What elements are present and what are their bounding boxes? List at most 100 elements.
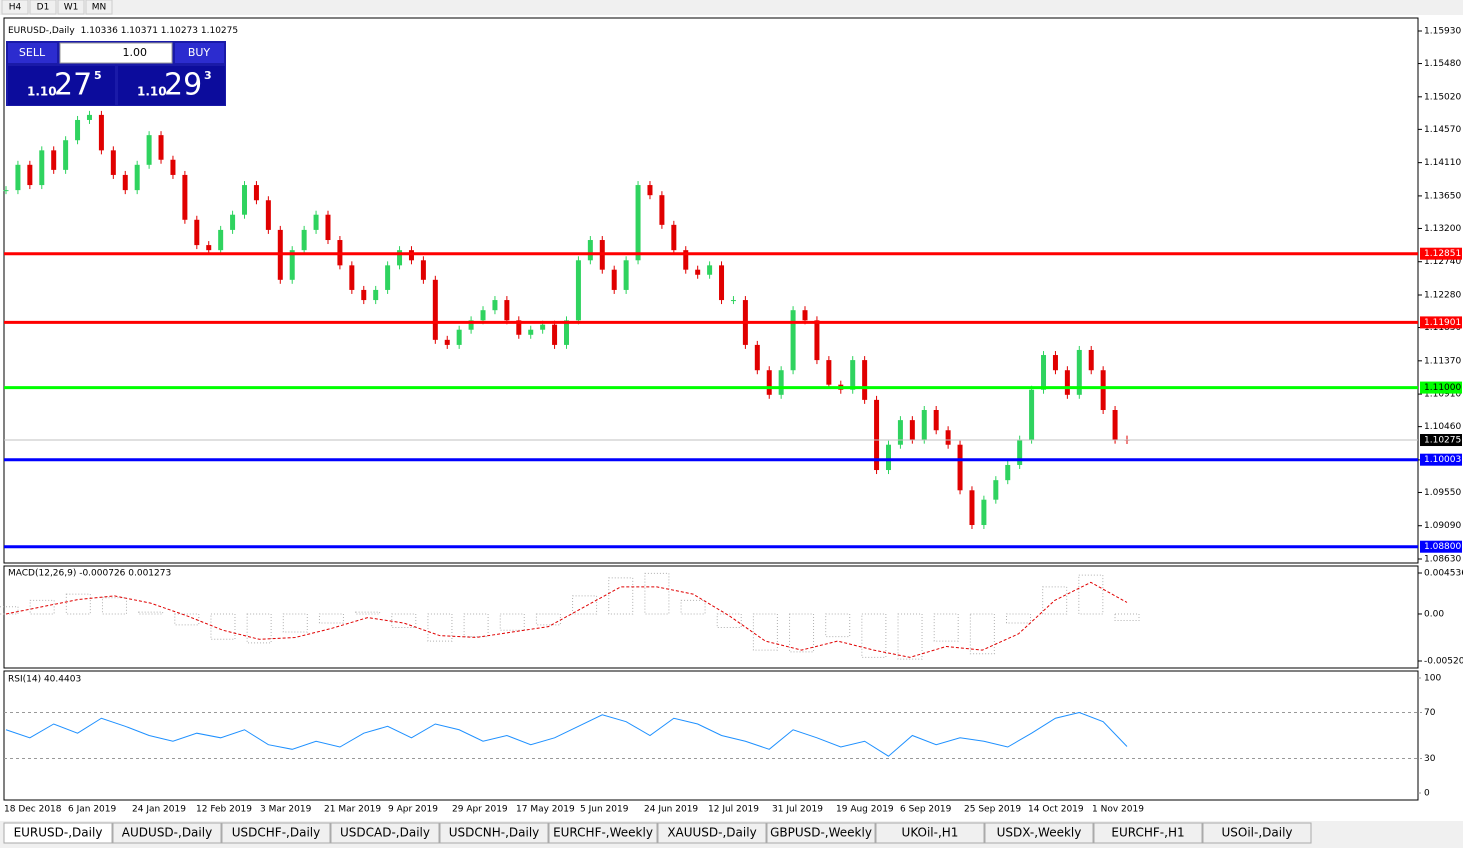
chart-tab[interactable] bbox=[1093, 822, 1203, 844]
level-box bbox=[1420, 453, 1462, 466]
chart-tab-label: USOil-,Daily bbox=[1221, 826, 1292, 840]
candle-body bbox=[373, 289, 379, 301]
bid-sup: 5 bbox=[94, 69, 102, 82]
candle-body bbox=[146, 135, 152, 165]
macd-bar bbox=[644, 572, 670, 615]
chart-tab[interactable] bbox=[875, 822, 985, 844]
candle-body bbox=[420, 260, 426, 280]
level-label: 1.12851 bbox=[1424, 249, 1461, 259]
chart-tab[interactable] bbox=[984, 822, 1094, 844]
candle-body bbox=[253, 185, 259, 201]
candle-body bbox=[778, 370, 784, 395]
level-box bbox=[1420, 316, 1462, 329]
bid-box[interactable] bbox=[8, 66, 115, 105]
chart-tab[interactable] bbox=[766, 822, 876, 844]
candle-body bbox=[897, 420, 903, 445]
candle-body bbox=[432, 279, 438, 340]
chart-tab[interactable] bbox=[3, 822, 113, 844]
candle-body bbox=[564, 320, 569, 345]
candle-body bbox=[456, 329, 462, 345]
candle-body bbox=[1041, 355, 1047, 390]
candle-body bbox=[862, 360, 868, 400]
x-tick-label: 3 Mar 2019 bbox=[260, 805, 312, 815]
y-tick-label: 0.00 bbox=[1424, 609, 1444, 619]
timeframe-label: H4 bbox=[9, 3, 22, 13]
chart-tab[interactable] bbox=[657, 822, 767, 844]
chart-tab[interactable] bbox=[221, 822, 331, 844]
candle-body bbox=[945, 430, 951, 445]
candle-body bbox=[766, 370, 772, 395]
candle-body bbox=[969, 490, 975, 526]
chart-tab[interactable] bbox=[112, 822, 222, 844]
macd-bar bbox=[1078, 574, 1104, 615]
current-price-label: 1.10275 bbox=[1424, 436, 1461, 446]
candle-body bbox=[719, 265, 725, 301]
chart-tab-label: EURUSD-,Daily bbox=[14, 826, 103, 840]
candle-body bbox=[850, 360, 856, 390]
candle-body bbox=[707, 265, 713, 275]
candle-body bbox=[385, 265, 391, 290]
chart-tab[interactable] bbox=[1202, 822, 1312, 844]
quote: 1.10336 1.10371 1.10273 1.10275 bbox=[81, 26, 238, 36]
macd-bar bbox=[1042, 586, 1068, 615]
x-tick-label: 1 Nov 2019 bbox=[1092, 805, 1144, 815]
chart-tab-label: EURCHF-,Weekly bbox=[553, 826, 653, 840]
candle-body bbox=[122, 174, 128, 191]
candle-body bbox=[218, 229, 224, 251]
chart-tab-label: GBPUSD-,Weekly bbox=[770, 826, 872, 840]
x-tick-label: 18 Dec 2018 bbox=[4, 805, 62, 815]
buy-button[interactable] bbox=[175, 43, 224, 63]
lot-value: 1.00 bbox=[123, 46, 148, 59]
candle-body bbox=[1064, 370, 1070, 395]
lot-input[interactable] bbox=[59, 42, 173, 64]
x-tick-label: 24 Jan 2019 bbox=[132, 805, 186, 815]
symbol: EURUSD-,Daily bbox=[8, 26, 75, 36]
chart-tab[interactable] bbox=[548, 822, 658, 844]
timeframe-button[interactable] bbox=[29, 0, 57, 15]
y-tick-label: 1.14110 bbox=[1424, 158, 1461, 168]
candle-body bbox=[3, 190, 9, 192]
ask-box[interactable] bbox=[118, 66, 225, 105]
candle-body bbox=[885, 444, 891, 471]
candle-body bbox=[814, 320, 820, 361]
macd-bar bbox=[101, 597, 127, 615]
candle-body bbox=[516, 320, 522, 335]
y-tick-label: 1.12280 bbox=[1424, 291, 1461, 301]
candle-body bbox=[1076, 349, 1082, 395]
macd-label: MACD(12,26,9) -0.000726 0.001273 bbox=[8, 569, 171, 579]
timeframe-button[interactable] bbox=[57, 0, 85, 15]
candle-body bbox=[1088, 349, 1094, 371]
candle-body bbox=[289, 250, 295, 280]
candle-body bbox=[671, 224, 677, 251]
macd-bar bbox=[282, 613, 308, 633]
x-tick-label: 21 Mar 2019 bbox=[324, 805, 381, 815]
chart-tab[interactable] bbox=[330, 822, 440, 844]
x-tick-label: 29 Apr 2019 bbox=[452, 805, 508, 815]
macd-bar bbox=[174, 613, 200, 626]
x-tick-label: 9 Apr 2019 bbox=[388, 805, 438, 815]
main-pane bbox=[3, 17, 1419, 564]
macd-bar bbox=[427, 613, 453, 642]
macd-bar bbox=[391, 613, 417, 629]
candle-body bbox=[158, 135, 164, 160]
candle-body bbox=[540, 324, 546, 330]
candle-body bbox=[242, 185, 248, 215]
sell-button[interactable] bbox=[8, 43, 57, 63]
timeframe-button[interactable] bbox=[1, 0, 29, 15]
candle-body bbox=[683, 250, 689, 270]
chart-tab-label: USDCHF-,Daily bbox=[232, 826, 320, 840]
y-tick-label: 0.004536 bbox=[1424, 569, 1463, 579]
candle-body bbox=[1005, 464, 1011, 481]
macd-bar bbox=[752, 613, 778, 651]
timeframe-button[interactable] bbox=[85, 0, 113, 15]
candle-body bbox=[480, 310, 486, 321]
candle-body bbox=[730, 300, 736, 302]
candle-body bbox=[528, 329, 534, 335]
chart-tab[interactable] bbox=[439, 822, 549, 844]
x-tick-label: 19 Aug 2019 bbox=[836, 805, 894, 815]
sell-label: SELL bbox=[19, 46, 46, 59]
chart-tab-label: USDCNH-,Daily bbox=[449, 826, 540, 840]
candle-body bbox=[623, 260, 629, 290]
candle-body bbox=[552, 324, 558, 345]
y-tick-label: 30 bbox=[1424, 754, 1436, 764]
